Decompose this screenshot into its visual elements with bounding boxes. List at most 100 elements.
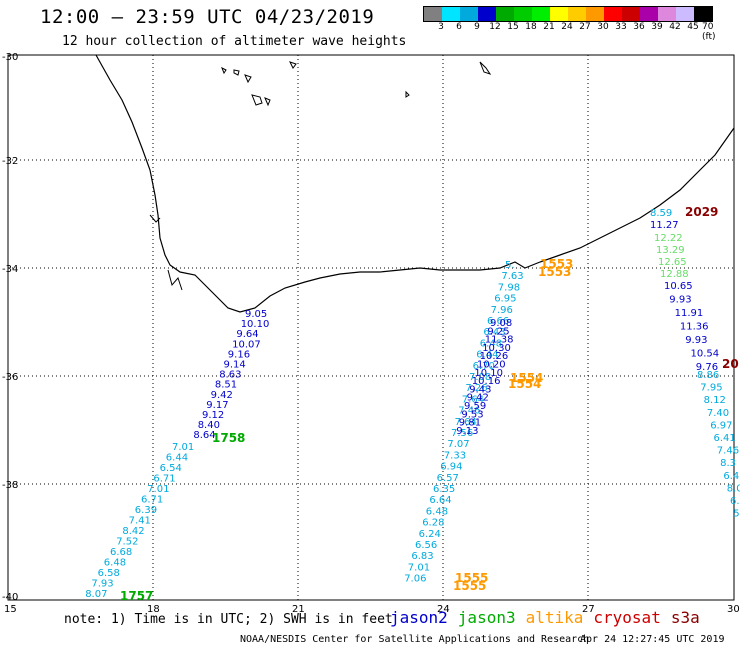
wave-height-label: 6.48 bbox=[480, 338, 502, 349]
lon-tick-30: 30 bbox=[727, 604, 740, 615]
wave-height-label: 6.68 bbox=[110, 547, 132, 558]
legend-swatch bbox=[550, 7, 568, 21]
legend-swatch bbox=[694, 7, 712, 21]
legend-tick: 33 bbox=[615, 22, 627, 32]
wave-height-label: 6.66 bbox=[487, 316, 509, 327]
wave-height-label: 6.56 bbox=[415, 540, 437, 551]
wave-height-label: 9.16 bbox=[228, 349, 250, 360]
wave-height-label: 9.81 bbox=[459, 418, 481, 429]
wave-height-label: 7.01 bbox=[172, 442, 194, 453]
wave-height-label: 7.41 bbox=[129, 516, 151, 527]
wave-height-label: 8.63 bbox=[219, 370, 241, 381]
wave-height-label: 9.59 bbox=[464, 401, 486, 412]
wave-height-label: 8.0 bbox=[727, 483, 740, 494]
wave-height-label: 7.07 bbox=[447, 439, 469, 450]
lat-tick-30: -30 bbox=[2, 52, 18, 63]
wave-height-label: 6.57 bbox=[437, 473, 459, 484]
time-1554a: 1554 bbox=[510, 371, 543, 385]
wave-height-label: 5 bbox=[733, 509, 739, 520]
wave-height-label: 8.12 bbox=[704, 395, 726, 406]
wave-height-label: 9.93 bbox=[669, 295, 691, 306]
graticule bbox=[8, 55, 734, 600]
wave-height-label: 6.54 bbox=[160, 463, 182, 474]
legend-tick: 18 bbox=[525, 22, 537, 32]
time-1758: 1758 bbox=[212, 431, 245, 445]
wave-height-label: 6.35 bbox=[433, 484, 455, 495]
legend-tick: 24 bbox=[561, 22, 573, 32]
wave-height-label: 12.88 bbox=[660, 269, 689, 280]
wave-height-label: 6.24 bbox=[419, 529, 441, 540]
color-legend-bar bbox=[423, 6, 713, 22]
wave-height-label: 10.20 bbox=[477, 360, 506, 371]
wave-height-label: 10.30 bbox=[482, 343, 511, 354]
wave-height-label: 6.48 bbox=[426, 506, 448, 517]
wave-height-label: 6.41 bbox=[714, 433, 736, 444]
wave-height-label: 6.83 bbox=[411, 551, 433, 562]
time-1554b: 1554 bbox=[508, 377, 541, 391]
wave-height-label: 10.26 bbox=[480, 351, 509, 362]
legend-swatch bbox=[514, 7, 532, 21]
wave-height-label: 11.36 bbox=[680, 322, 709, 333]
wave-height-label: 6.71 bbox=[141, 495, 163, 506]
wave-height-label: 9.76 bbox=[696, 362, 718, 373]
wave-height-label: 7.01 bbox=[147, 484, 169, 495]
wave-height-label: 7.96 bbox=[491, 305, 513, 316]
legend-tick: 6 bbox=[456, 22, 462, 32]
wave-height-label: 8.86 bbox=[697, 370, 719, 381]
wave-height-label: 6.28 bbox=[422, 518, 444, 529]
wave-height-label: 8.40 bbox=[198, 420, 220, 431]
legend-swatch bbox=[460, 7, 478, 21]
time-1555a: 1555 bbox=[455, 571, 488, 585]
legend-swatch bbox=[568, 7, 586, 21]
wave-height-label: 8.64 bbox=[193, 430, 215, 441]
wave-height-label: 6.44 bbox=[476, 350, 498, 361]
legend-tick: 36 bbox=[633, 22, 645, 32]
legend-swatch bbox=[640, 7, 658, 21]
legend-swatch bbox=[532, 7, 550, 21]
wave-height-label: 6.39 bbox=[135, 505, 157, 516]
wave-height-label: 8.3 bbox=[720, 458, 736, 469]
wave-height-label: 7.95 bbox=[700, 383, 722, 394]
satellite-jason2: jason2 bbox=[390, 608, 448, 627]
lon-tick-18: 18 bbox=[147, 604, 160, 615]
wave-height-label: 6.4 bbox=[723, 471, 739, 482]
islands bbox=[221, 61, 492, 107]
wave-height-label: 12.22 bbox=[654, 233, 683, 244]
wave-height-label: 6.48 bbox=[104, 558, 126, 569]
legend-swatch bbox=[676, 7, 694, 21]
wave-height-label: 8.42 bbox=[122, 526, 144, 537]
wave-height-label: 6.95 bbox=[494, 294, 516, 305]
west-track-blue: 9.0510.109.6410.079.169.148.638.519.429.… bbox=[193, 309, 269, 441]
wave-height-label: 6.58 bbox=[98, 568, 120, 579]
wave-height-label: 9.53 bbox=[461, 409, 483, 420]
wave-height-label: 8.07 bbox=[85, 589, 107, 600]
satellite-altika: altika bbox=[525, 608, 584, 627]
lat-tick-36: -36 bbox=[2, 372, 18, 383]
lat-tick-38: -38 bbox=[2, 480, 18, 491]
wave-height-label: 10.65 bbox=[664, 281, 693, 292]
wave-height-label: 5. bbox=[505, 260, 515, 271]
coastline-detail bbox=[149, 214, 183, 291]
wave-height-label: 7.52 bbox=[116, 537, 138, 548]
satellite-legend: jason2 jason3 altika cryosat s3a bbox=[390, 608, 710, 627]
time-1553a: 1553 bbox=[540, 257, 573, 271]
satellite-cryosat: cryosat bbox=[593, 608, 661, 627]
color-legend-labels: 3 6 9 12 15 18 21 24 27 30 33 36 39 42 45 70 (ft) bbox=[423, 22, 729, 42]
time-1553b: 1553 bbox=[538, 265, 571, 279]
wave-height-label: 9.08 bbox=[490, 318, 512, 329]
lon-tick-27: 27 bbox=[582, 604, 595, 615]
wave-height-label: 6.70 bbox=[473, 361, 495, 372]
legend-tick: 45 bbox=[687, 22, 699, 32]
wave-height-label: 7.08 bbox=[469, 372, 491, 383]
wave-height-label: 6.9 bbox=[730, 496, 740, 507]
wave-height-label: 7.64 bbox=[462, 394, 484, 405]
legend-tick: 30 bbox=[597, 22, 609, 32]
legend-swatch bbox=[586, 7, 604, 21]
wave-height-label: 7.93 bbox=[91, 579, 113, 590]
legend-tick: 12 bbox=[489, 22, 501, 32]
wave-height-label: 7.40 bbox=[707, 408, 729, 419]
timestamp: Apr 24 12:27:45 UTC 2019 bbox=[580, 634, 725, 645]
wave-height-label: 7.26 bbox=[465, 383, 487, 394]
wave-height-label: 10.16 bbox=[472, 376, 501, 387]
wave-height-label: 12.65 bbox=[658, 257, 687, 268]
